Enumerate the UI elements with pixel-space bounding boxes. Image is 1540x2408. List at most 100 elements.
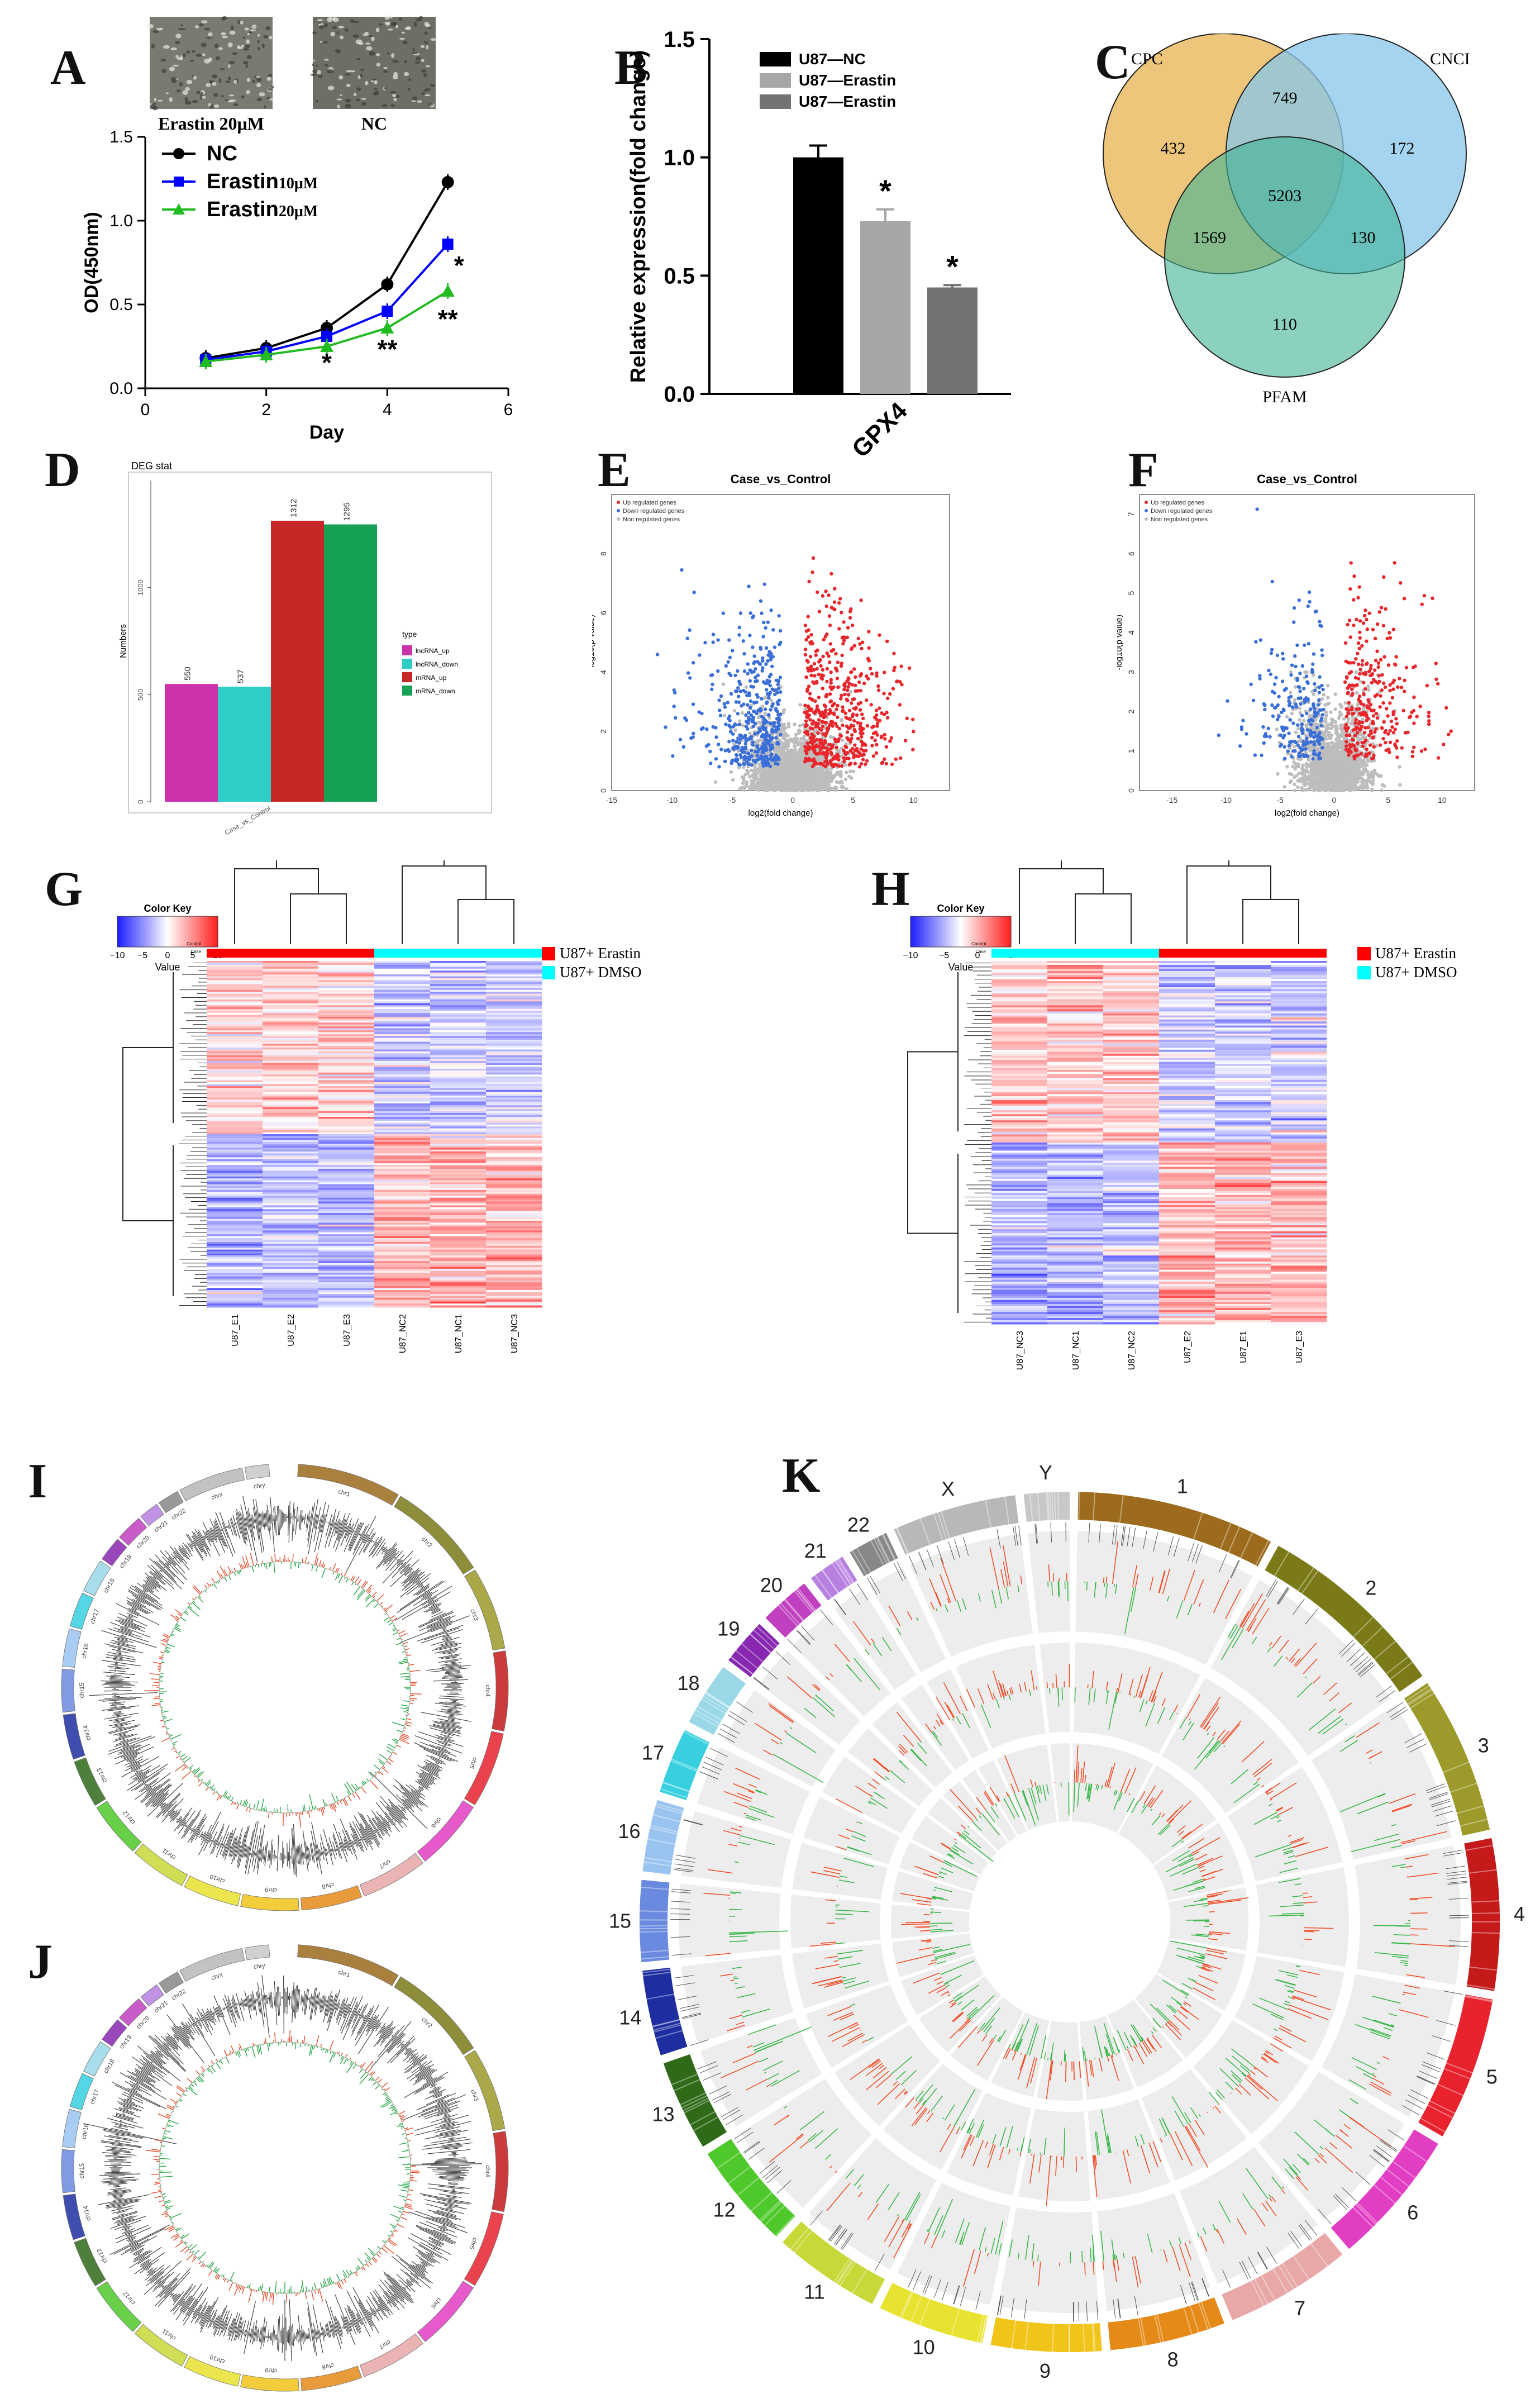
y-tick-label: 0.0 <box>664 382 695 407</box>
legend-marker <box>174 177 184 187</box>
photo-cell <box>244 45 248 48</box>
non-point <box>808 769 813 773</box>
non-point <box>1366 759 1370 763</box>
non-point <box>753 764 757 769</box>
photo-cell <box>153 102 156 104</box>
up-point <box>838 733 842 737</box>
up-point <box>859 598 863 602</box>
photo-cell <box>208 32 213 36</box>
down-point <box>721 611 725 615</box>
down-point <box>762 582 766 586</box>
photo-cell <box>324 23 328 28</box>
up-point <box>824 746 828 750</box>
photo-cell <box>327 85 335 91</box>
down-point <box>771 721 775 725</box>
non-point <box>845 770 848 774</box>
panel-letter-f: F <box>1128 443 1158 497</box>
non-point <box>813 729 817 734</box>
photo-cell <box>160 59 166 62</box>
up-point <box>820 677 824 681</box>
y-tick-label: 1.5 <box>109 128 133 146</box>
non-point <box>1290 772 1294 777</box>
up-point <box>891 687 895 691</box>
photo-cell <box>393 72 398 76</box>
down-point <box>764 662 768 666</box>
down-point <box>708 749 712 754</box>
non-point <box>783 772 786 776</box>
non-point <box>733 728 737 732</box>
up-point <box>813 711 817 715</box>
non-point <box>797 763 801 767</box>
photo-cell <box>424 31 428 35</box>
up-point <box>847 756 851 760</box>
up-point <box>885 696 890 701</box>
photo-cell <box>250 29 256 32</box>
down-point <box>751 740 755 744</box>
up-point <box>804 746 808 750</box>
non-point <box>1293 744 1296 749</box>
down-point <box>767 674 771 679</box>
non-point <box>1329 710 1333 715</box>
non-point <box>753 772 757 775</box>
up-point <box>843 692 847 697</box>
photo-cell <box>353 92 357 97</box>
non-point <box>849 776 854 780</box>
photo-cell <box>317 70 321 75</box>
non-point <box>743 773 747 777</box>
up-point <box>805 689 809 693</box>
photo-cell <box>413 22 417 27</box>
non-point <box>1326 684 1330 688</box>
photo-cell <box>387 53 389 55</box>
non-point <box>1303 788 1308 792</box>
non-point <box>795 737 800 741</box>
photo-cell <box>212 82 217 86</box>
down-point <box>728 730 733 734</box>
down-point <box>764 646 769 650</box>
photo-cell <box>247 33 250 36</box>
up-point <box>870 744 874 748</box>
up-point <box>857 765 862 769</box>
down-point <box>699 727 704 731</box>
up-point <box>856 736 860 741</box>
up-point <box>876 688 881 692</box>
photo-cell <box>256 83 261 88</box>
up-point <box>835 724 839 729</box>
bar-0 <box>793 157 843 394</box>
y-axis-title: Relative expression(fold change) <box>627 50 650 383</box>
up-point <box>883 732 886 737</box>
down-point <box>718 708 722 712</box>
down-point <box>756 695 760 699</box>
non-point <box>740 711 745 715</box>
up-point <box>829 681 833 685</box>
photo-cell <box>427 26 432 29</box>
down-point <box>726 701 730 705</box>
down-point <box>716 638 720 642</box>
photo-cell <box>186 50 190 54</box>
photo-cell <box>327 69 333 74</box>
non-point <box>842 786 846 789</box>
down-point <box>747 711 751 715</box>
photo-cell <box>364 31 369 34</box>
data-point <box>381 278 394 291</box>
non-point <box>837 750 842 754</box>
up-point <box>813 674 817 678</box>
down-point <box>764 737 767 741</box>
non-point <box>783 731 788 735</box>
photo-cell <box>241 95 245 99</box>
down-point <box>771 655 775 659</box>
up-point <box>832 712 836 717</box>
y-tick-label: 1.5 <box>664 27 695 52</box>
photo-cell <box>424 21 429 27</box>
up-point <box>848 616 852 620</box>
non-point <box>791 749 795 754</box>
non-point <box>1367 688 1371 692</box>
x-tick-label: -5 <box>729 796 736 805</box>
photo-cell <box>399 37 406 40</box>
up-point <box>839 697 843 701</box>
non-point <box>805 774 809 778</box>
non-point <box>782 757 786 761</box>
down-point <box>754 679 757 683</box>
photo-cell <box>373 88 378 91</box>
legend-label: mRNA_down <box>416 687 455 695</box>
photo-cell <box>371 80 374 83</box>
